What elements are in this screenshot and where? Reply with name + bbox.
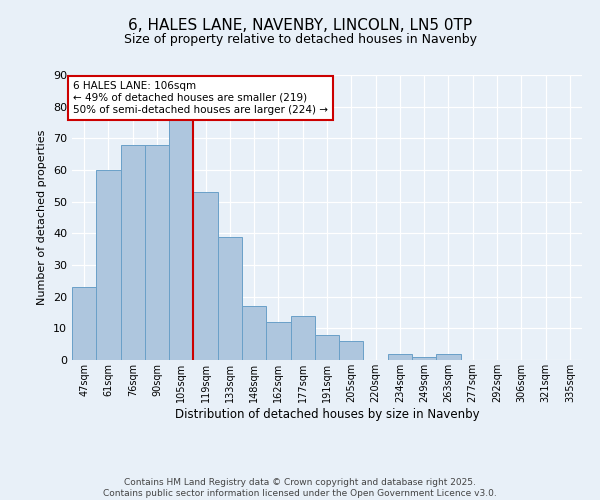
X-axis label: Distribution of detached houses by size in Navenby: Distribution of detached houses by size … [175, 408, 479, 421]
Text: Contains HM Land Registry data © Crown copyright and database right 2025.
Contai: Contains HM Land Registry data © Crown c… [103, 478, 497, 498]
Bar [169, 120, 193, 360]
Bar [218, 236, 242, 360]
Bar [193, 192, 218, 360]
Text: 6, HALES LANE, NAVENBY, LINCOLN, LN5 0TP: 6, HALES LANE, NAVENBY, LINCOLN, LN5 0TP [128, 18, 472, 32]
Bar [242, 306, 266, 360]
Bar [290, 316, 315, 360]
Bar [96, 170, 121, 360]
Bar [436, 354, 461, 360]
Bar [121, 144, 145, 360]
Bar [339, 341, 364, 360]
Text: 6 HALES LANE: 106sqm
← 49% of detached houses are smaller (219)
50% of semi-deta: 6 HALES LANE: 106sqm ← 49% of detached h… [73, 82, 328, 114]
Text: Size of property relative to detached houses in Navenby: Size of property relative to detached ho… [124, 32, 476, 46]
Bar [315, 334, 339, 360]
Bar [145, 144, 169, 360]
Bar [266, 322, 290, 360]
Bar [412, 357, 436, 360]
Bar [72, 287, 96, 360]
Y-axis label: Number of detached properties: Number of detached properties [37, 130, 47, 305]
Bar [388, 354, 412, 360]
